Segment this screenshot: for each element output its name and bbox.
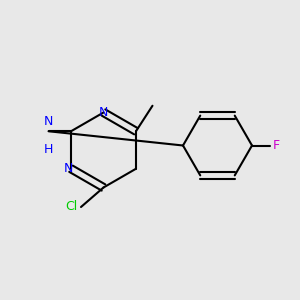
Text: N: N — [99, 106, 108, 119]
Text: N: N — [44, 115, 53, 128]
Text: N: N — [63, 162, 73, 175]
Text: H: H — [44, 143, 53, 156]
Text: F: F — [273, 139, 280, 152]
Text: Cl: Cl — [66, 200, 78, 214]
